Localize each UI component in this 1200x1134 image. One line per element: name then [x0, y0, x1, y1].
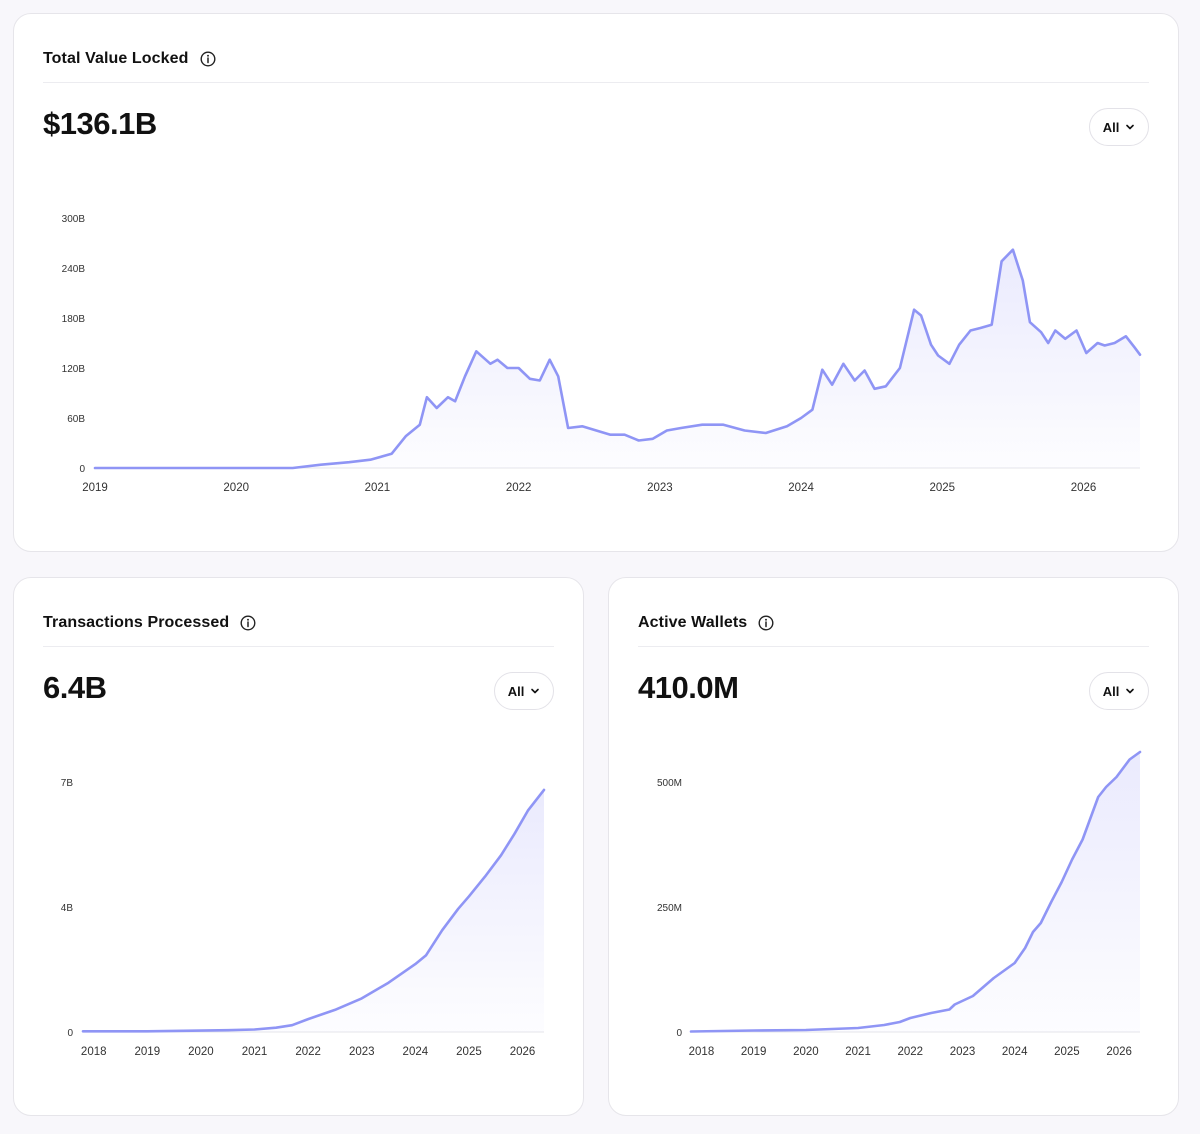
x-tick-label: 2019 — [741, 1046, 767, 1058]
y-tick-label: 300B — [62, 214, 86, 225]
tvl-range-label: All — [1102, 119, 1120, 135]
x-tick-label: 2024 — [1002, 1046, 1028, 1058]
x-tick-label: 2025 — [930, 482, 956, 494]
info-circle-icon[interactable] — [200, 51, 216, 67]
series-area — [691, 752, 1140, 1032]
x-tick-label: 2020 — [793, 1046, 819, 1058]
x-tick-label: 2026 — [1106, 1046, 1132, 1058]
y-tick-label: 240B — [62, 264, 86, 275]
x-tick-label: 2021 — [242, 1046, 268, 1058]
x-tick-label: 2019 — [82, 482, 108, 494]
info-circle-icon[interactable] — [240, 615, 256, 631]
x-tick-label: 2023 — [349, 1046, 375, 1058]
tvl-value: $136.1B — [43, 106, 157, 141]
transactions-range-dropdown[interactable]: All — [494, 672, 554, 710]
x-tick-label: 2022 — [295, 1046, 321, 1058]
y-tick-label: 180B — [62, 314, 86, 325]
tvl-chart: 0 60B 120B 180B 240B 300B 2019 2020 2021 2022 2023… — [62, 214, 1142, 494]
x-tick-label: 2022 — [897, 1046, 923, 1058]
y-tick-label: 500M — [657, 778, 682, 789]
chevron-down-icon — [531, 688, 540, 694]
tvl-title: Total Value Locked — [43, 50, 189, 67]
wallets-value: 410.0M — [638, 670, 739, 705]
x-tick-label: 2025 — [456, 1046, 482, 1058]
x-tick-label: 2026 — [1071, 482, 1097, 494]
transactions-range-label: All — [507, 683, 525, 699]
wallets-title: Active Wallets — [638, 614, 748, 631]
info-circle-icon[interactable] — [758, 615, 774, 631]
x-tick-label: 2025 — [1054, 1046, 1080, 1058]
x-tick-label: 2020 — [223, 482, 249, 494]
wallets-card: Active Wallets 410.0M All 0 250M 500M 2018 2… — [608, 577, 1179, 1116]
y-tick-label: 0 — [67, 1028, 73, 1039]
wallets-card-header: Active Wallets — [638, 600, 1149, 647]
chevron-down-icon — [1126, 124, 1135, 130]
y-tick-label: 0 — [79, 464, 85, 475]
series-line — [93, 248, 1142, 470]
y-tick-label: 0 — [676, 1028, 682, 1039]
x-tick-label: 2024 — [788, 482, 814, 494]
chevron-down-icon — [1126, 688, 1135, 694]
tvl-card: Total Value Locked $136.1B All 0 60B 120B 1… — [13, 13, 1179, 552]
tvl-range-dropdown[interactable]: All — [1089, 108, 1149, 146]
x-tick-label: 2018 — [689, 1046, 715, 1058]
wallets-range-label: All — [1102, 683, 1120, 699]
y-tick-label: 250M — [657, 903, 682, 914]
y-tick-label: 60B — [67, 414, 85, 425]
series-area — [83, 789, 544, 1032]
series-area — [95, 249, 1140, 468]
x-tick-label: 2024 — [403, 1046, 429, 1058]
transactions-card-header: Transactions Processed — [43, 600, 554, 647]
x-tick-label: 2023 — [950, 1046, 976, 1058]
transactions-value: 6.4B — [43, 670, 107, 705]
wallets-range-dropdown[interactable]: All — [1089, 672, 1149, 710]
y-tick-label: 120B — [62, 364, 86, 375]
y-tick-label: 7B — [61, 778, 74, 789]
wallets-chart: 0 250M 500M 2018 2019 2020 2021 2022 2023 2024 202… — [657, 750, 1142, 1058]
x-tick-label: 2023 — [647, 482, 673, 494]
transactions-card: Transactions Processed 6.4B All 0 4B 7B 201… — [13, 577, 584, 1116]
x-tick-label: 2020 — [188, 1046, 214, 1058]
x-tick-label: 2021 — [845, 1046, 871, 1058]
transactions-title: Transactions Processed — [43, 614, 230, 631]
series-line — [81, 788, 546, 1033]
x-tick-label: 2018 — [81, 1046, 107, 1058]
transactions-chart: 0 4B 7B 2018 2019 2020 2021 2022 2023 2024 2025 202… — [61, 778, 546, 1058]
x-tick-label: 2019 — [135, 1046, 161, 1058]
tvl-card-header: Total Value Locked — [43, 36, 1149, 83]
x-tick-label: 2022 — [506, 482, 532, 494]
x-tick-label: 2026 — [510, 1046, 536, 1058]
x-tick-label: 2021 — [365, 482, 391, 494]
series-line — [689, 750, 1142, 1033]
y-tick-label: 4B — [61, 903, 74, 914]
